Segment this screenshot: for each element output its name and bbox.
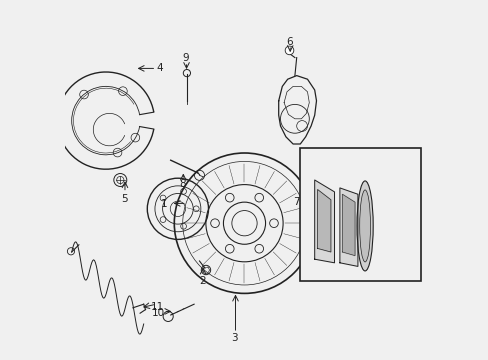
Circle shape <box>285 46 293 55</box>
Polygon shape <box>317 189 330 252</box>
Text: 7: 7 <box>293 197 300 207</box>
Text: 3: 3 <box>231 333 237 343</box>
Polygon shape <box>342 194 354 256</box>
Polygon shape <box>339 188 357 266</box>
Text: 8: 8 <box>179 179 185 189</box>
Polygon shape <box>314 180 334 263</box>
Bar <box>300 148 420 281</box>
Text: 11: 11 <box>150 302 163 312</box>
Text: 2: 2 <box>199 276 205 286</box>
Ellipse shape <box>356 181 372 271</box>
Text: 6: 6 <box>285 37 292 48</box>
Text: 9: 9 <box>182 53 189 63</box>
Text: 5: 5 <box>121 194 127 204</box>
Text: 1: 1 <box>161 199 167 210</box>
Text: 10: 10 <box>152 308 165 318</box>
Text: 4: 4 <box>156 63 163 73</box>
Ellipse shape <box>359 190 370 262</box>
